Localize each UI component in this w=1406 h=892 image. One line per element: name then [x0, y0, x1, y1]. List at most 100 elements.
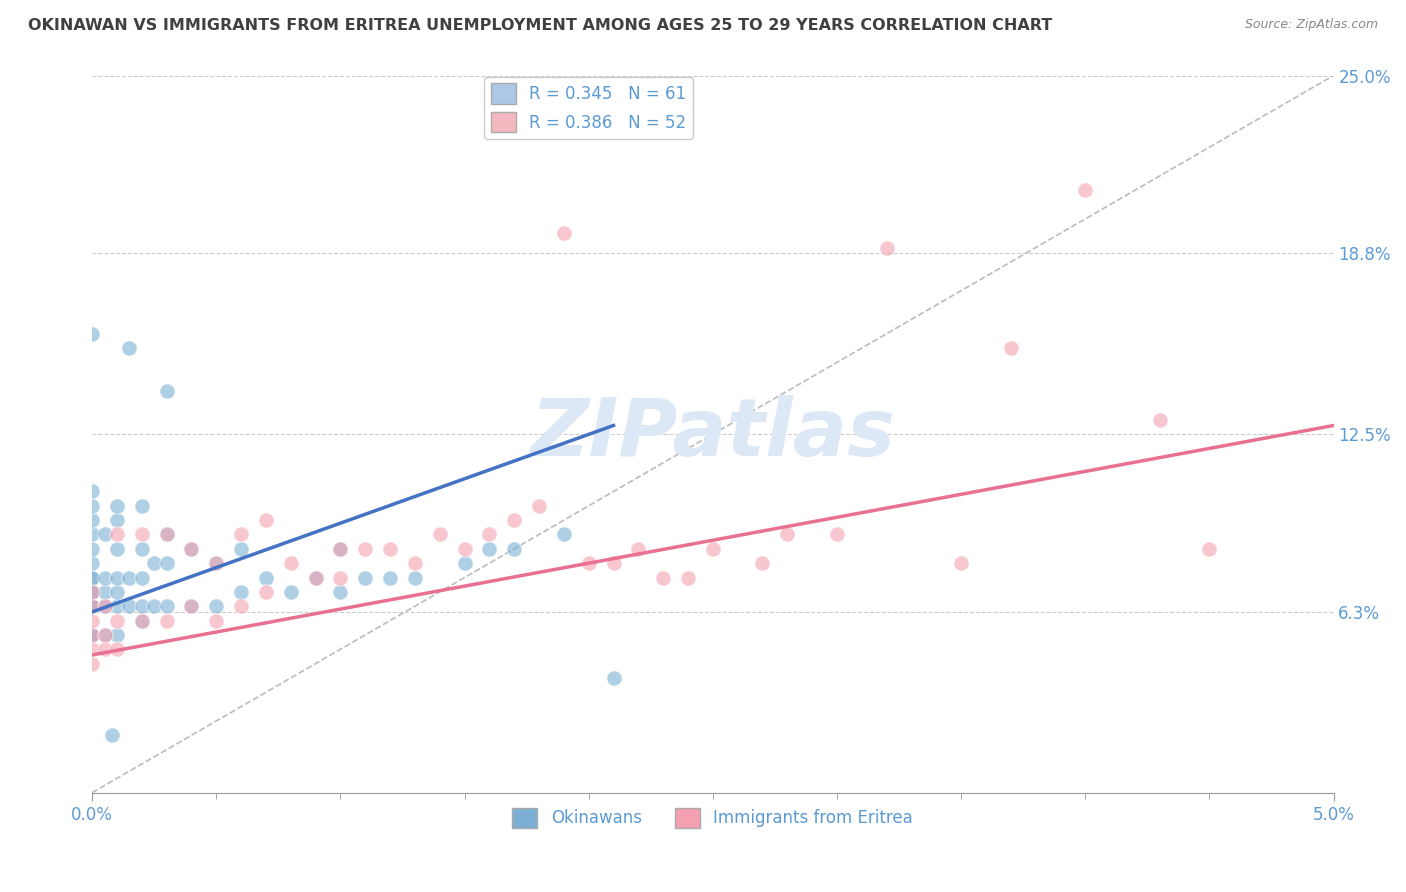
Point [602, 671, 624, 685]
Point [82, 628, 104, 642]
Point [105, 513, 128, 527]
Point [478, 527, 501, 541]
Point [82, 585, 104, 599]
Point [82, 628, 104, 642]
Text: ZIPatlas: ZIPatlas [530, 395, 896, 473]
Point [82, 599, 104, 614]
Point [118, 599, 141, 614]
Point [676, 570, 699, 584]
Point [354, 570, 377, 584]
Point [231, 527, 253, 541]
Point [1000, 341, 1022, 355]
Point [143, 599, 166, 614]
Point [578, 556, 600, 570]
Point [280, 585, 302, 599]
Point [180, 541, 202, 556]
Point [156, 614, 179, 628]
Point [82, 585, 104, 599]
Point [131, 499, 153, 513]
Point [93, 599, 115, 614]
Point [82, 599, 104, 614]
Point [118, 570, 141, 584]
Point [82, 541, 104, 556]
Point [105, 585, 128, 599]
Legend: Okinawans, Immigrants from Eritrea: Okinawans, Immigrants from Eritrea [506, 801, 920, 835]
Point [82, 642, 104, 657]
Point [404, 570, 426, 584]
Point [231, 585, 253, 599]
Point [453, 556, 475, 570]
Text: Source: ZipAtlas.com: Source: ZipAtlas.com [1244, 18, 1378, 31]
Point [950, 556, 973, 570]
Point [280, 556, 302, 570]
Point [254, 585, 277, 599]
Point [602, 556, 624, 570]
Point [378, 541, 401, 556]
Point [180, 599, 202, 614]
Point [329, 541, 352, 556]
Point [105, 642, 128, 657]
Point [82, 527, 104, 541]
Point [105, 541, 128, 556]
Point [93, 628, 115, 642]
Point [131, 614, 153, 628]
Point [143, 556, 166, 570]
Point [652, 570, 675, 584]
Point [93, 628, 115, 642]
Point [702, 541, 724, 556]
Point [93, 570, 115, 584]
Point [180, 599, 202, 614]
Point [751, 556, 773, 570]
Point [93, 585, 115, 599]
Point [82, 614, 104, 628]
Point [205, 556, 228, 570]
Point [82, 513, 104, 527]
Point [776, 527, 799, 541]
Point [180, 541, 202, 556]
Point [156, 527, 179, 541]
Point [131, 614, 153, 628]
Point [82, 570, 104, 584]
Point [82, 499, 104, 513]
Point [156, 556, 179, 570]
Text: OKINAWAN VS IMMIGRANTS FROM ERITREA UNEMPLOYMENT AMONG AGES 25 TO 29 YEARS CORRE: OKINAWAN VS IMMIGRANTS FROM ERITREA UNEM… [28, 18, 1052, 33]
Point [131, 599, 153, 614]
Point [156, 527, 179, 541]
Point [105, 570, 128, 584]
Point [304, 570, 326, 584]
Point [1149, 413, 1171, 427]
Point [825, 527, 848, 541]
Point [205, 556, 228, 570]
Point [329, 541, 352, 556]
Point [429, 527, 451, 541]
Point [231, 541, 253, 556]
Point [254, 570, 277, 584]
Point [304, 570, 326, 584]
Point [93, 527, 115, 541]
Point [254, 513, 277, 527]
Point [118, 341, 141, 355]
Point [82, 556, 104, 570]
Point [478, 541, 501, 556]
Point [131, 570, 153, 584]
Point [105, 614, 128, 628]
Point [101, 728, 124, 742]
Point [82, 585, 104, 599]
Point [1198, 541, 1220, 556]
Point [93, 599, 115, 614]
Point [82, 484, 104, 499]
Point [156, 384, 179, 398]
Point [93, 642, 115, 657]
Point [1074, 183, 1097, 197]
Point [82, 599, 104, 614]
Point [527, 499, 550, 513]
Point [404, 556, 426, 570]
Point [231, 599, 253, 614]
Point [553, 227, 575, 241]
Point [378, 570, 401, 584]
Point [105, 599, 128, 614]
Point [156, 599, 179, 614]
Point [329, 570, 352, 584]
Point [105, 527, 128, 541]
Point [453, 541, 475, 556]
